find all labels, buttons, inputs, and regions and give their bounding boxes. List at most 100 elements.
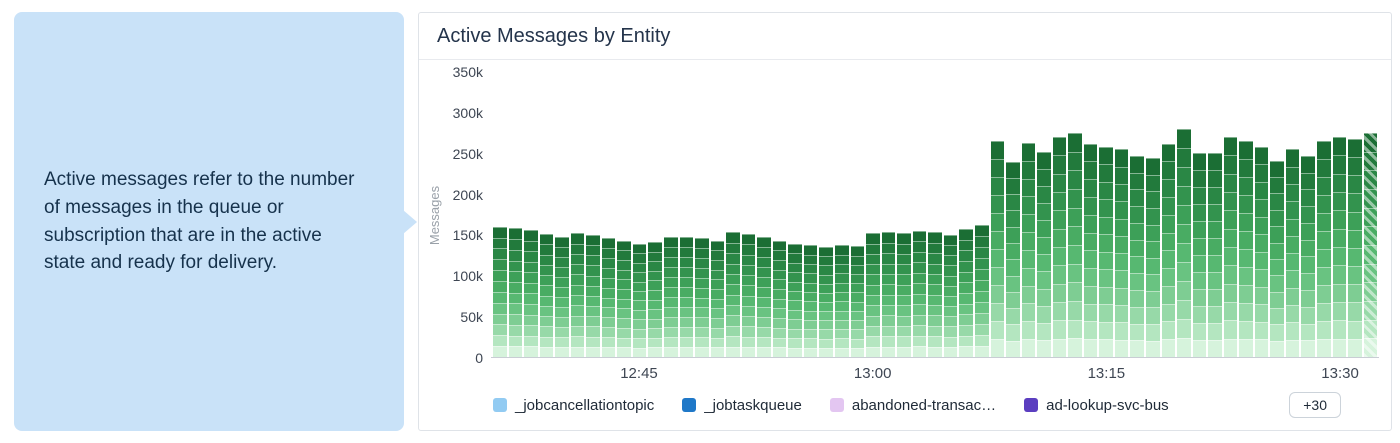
bar-segment <box>788 309 802 320</box>
bar[interactable] <box>772 240 787 357</box>
bar-segment <box>1316 303 1331 322</box>
bar[interactable] <box>695 238 709 357</box>
bar[interactable] <box>632 243 647 358</box>
bar[interactable] <box>1145 158 1160 358</box>
bar-segment <box>710 250 725 260</box>
bar[interactable] <box>1037 151 1051 357</box>
bar[interactable] <box>1021 142 1036 357</box>
legend-item[interactable]: ad-lookup-svc-bus <box>1024 397 1169 414</box>
bar-segment <box>1021 196 1036 215</box>
bar[interactable] <box>1006 161 1020 357</box>
bar[interactable] <box>664 237 678 357</box>
bar[interactable] <box>1363 133 1378 357</box>
bar[interactable] <box>1083 143 1098 358</box>
bar-segment <box>928 305 942 316</box>
bar[interactable] <box>524 229 538 357</box>
bar-segment <box>1099 234 1113 252</box>
bar-segment <box>928 315 942 326</box>
bar[interactable] <box>881 232 896 357</box>
bar-segment <box>788 262 802 273</box>
bar[interactable] <box>1068 133 1082 357</box>
bar[interactable] <box>726 232 740 357</box>
bar[interactable] <box>1099 146 1113 357</box>
bar-segment <box>1301 323 1315 341</box>
bar-segment <box>1083 321 1098 340</box>
bar[interactable] <box>1270 160 1284 358</box>
bar[interactable] <box>1208 153 1222 358</box>
bar-segment <box>741 346 756 358</box>
bar-segment <box>897 305 911 316</box>
bar-segment <box>1363 319 1378 339</box>
bar[interactable] <box>943 234 958 357</box>
bar[interactable] <box>819 247 834 357</box>
bar[interactable] <box>928 232 942 357</box>
bar[interactable] <box>1254 146 1269 357</box>
legend-item[interactable]: _jobtaskqueue <box>682 397 802 414</box>
bar[interactable] <box>912 230 927 357</box>
bar[interactable] <box>1052 137 1067 358</box>
bar-segment <box>757 347 771 358</box>
bar[interactable] <box>1301 155 1315 358</box>
bar[interactable] <box>959 229 973 358</box>
bar-segment <box>835 301 849 311</box>
bar-segment <box>508 239 523 250</box>
bar-segment <box>1316 213 1331 232</box>
bar[interactable] <box>866 233 880 357</box>
bar[interactable] <box>1285 149 1300 357</box>
bar-segment <box>1332 302 1347 321</box>
legend-more-button[interactable]: +30 <box>1289 392 1341 418</box>
bar[interactable] <box>555 236 569 358</box>
bar-segment <box>617 318 631 328</box>
bar[interactable] <box>493 226 507 358</box>
bar[interactable] <box>679 236 694 358</box>
bar-segment <box>695 337 709 348</box>
bar[interactable] <box>586 234 600 357</box>
bar[interactable] <box>990 141 1005 358</box>
bar[interactable] <box>1348 138 1362 358</box>
bar-segment <box>1161 250 1176 269</box>
x-tick-label: 13:00 <box>853 365 892 382</box>
bar[interactable] <box>1177 129 1191 357</box>
bar[interactable] <box>710 240 725 357</box>
bar[interactable] <box>1316 141 1331 358</box>
bar[interactable] <box>757 236 771 358</box>
bar[interactable] <box>1161 143 1176 358</box>
bar[interactable] <box>508 228 523 357</box>
bar[interactable] <box>803 245 818 358</box>
bar[interactable] <box>1192 152 1207 357</box>
bar[interactable] <box>1223 137 1238 358</box>
bar[interactable] <box>1332 137 1347 358</box>
bar[interactable] <box>1114 149 1129 357</box>
y-tick-label: 50k <box>460 309 483 326</box>
bar[interactable] <box>539 234 554 358</box>
bar[interactable] <box>648 242 663 357</box>
bar[interactable] <box>1130 155 1144 358</box>
bar-segment <box>1021 267 1036 286</box>
bar[interactable] <box>897 233 911 357</box>
bar-segment <box>1130 273 1144 290</box>
bar[interactable] <box>617 240 631 357</box>
bar-segment <box>1208 221 1222 239</box>
callout-arrow-icon <box>403 209 417 234</box>
bar-segment <box>1192 152 1207 170</box>
bar-segment <box>1208 289 1222 307</box>
bar[interactable] <box>835 245 849 358</box>
x-axis-space <box>425 358 1379 392</box>
bar-segment <box>897 243 911 254</box>
bar[interactable] <box>601 238 616 357</box>
bar-segment <box>757 266 771 277</box>
bar[interactable] <box>1239 141 1253 358</box>
bar[interactable] <box>741 234 756 358</box>
legend-item[interactable]: _jobcancellationtopic <box>493 397 654 414</box>
bar[interactable] <box>850 246 865 358</box>
bar-segment <box>1052 283 1067 303</box>
bar[interactable] <box>570 233 585 357</box>
bar[interactable] <box>974 225 989 358</box>
bar-segment <box>664 277 678 288</box>
bar[interactable] <box>788 243 802 358</box>
legend-item[interactable]: abandoned-transac… <box>829 397 996 414</box>
bar-segment <box>881 242 896 254</box>
legend-label: _jobtaskqueue <box>704 396 802 414</box>
bar-segment <box>1114 287 1129 306</box>
bar-segment <box>695 277 709 288</box>
